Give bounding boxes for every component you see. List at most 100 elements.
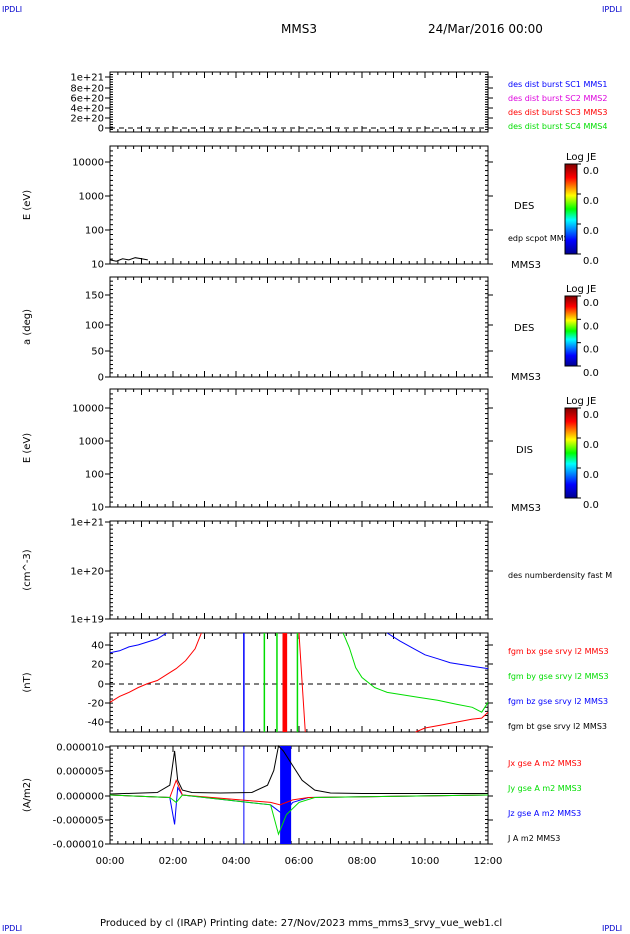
legend-entry: Jz gse A m2 MMS3 [507,809,581,818]
panel-sublabel: MMS3 [511,503,541,514]
colorbar-title: Log JE [566,396,596,407]
y-tick-label: -0.000010 [53,840,104,851]
spacecraft-title: MMS3 [281,22,317,36]
y-tick-label: 0 [98,373,104,384]
y-tick-label: 100 [85,470,104,481]
y-tick-label: 0.000010 [56,743,104,754]
legend-entry: des dist burst SC3 MMS3 [508,108,607,117]
colorbar [564,295,578,367]
legend-entry: des numberdensity fast M [508,571,612,580]
y-tick-label: 1e+20 [70,567,104,578]
fgm-series-line [298,632,306,733]
x-tick-label: 02:00 [159,856,188,867]
x-tick-label: 12:00 [474,856,503,867]
y-tick-label: 10 [91,503,104,514]
x-tick-label: 06:00 [285,856,314,867]
colorbar-title: Log JE [566,284,596,295]
current-series-line [109,778,489,806]
panel-label: DES [514,323,534,334]
colorbar-label: 0.0 [583,368,599,379]
y-tick-label: 150 [85,291,104,302]
y-axis-label: E (eV) [22,433,33,463]
colorbar [564,163,578,255]
y-axis-label: (A/m2) [22,778,33,812]
panel-label: DES [514,201,534,212]
legend-entry: fgm bt gse srvy l2 MMS3 [508,722,607,731]
y-tick-label: -20 [88,699,104,710]
legend-entry: Jy gse A m2 MMS3 [507,784,582,793]
panel-frame-5 [109,520,489,620]
current-series-line [109,794,489,836]
y-tick-label: 10000 [72,158,104,169]
legend-entry: fgm bz gse srvy l2 MMS3 [508,697,608,706]
y-tick-label: 0 [98,680,104,691]
y-axis-label: (nT) [22,672,33,692]
colorbar-label: 0.0 [583,500,599,511]
colorbar-label: 0.0 [583,321,599,332]
y-tick-label: 1e+19 [70,615,104,626]
panel-frame-3 [109,276,489,378]
y-axis-label: (cm^-3) [22,549,33,590]
x-tick-label: 00:00 [96,856,125,867]
y-tick-label: 2e+20 [70,114,104,125]
legend-entry: fgm by gse srvy l2 MMS3 [508,672,609,681]
x-tick-label: 10:00 [411,856,440,867]
y-tick-label: 0.000000 [56,792,104,803]
panel-sublabel: MMS3 [511,260,541,271]
colorbar-label: 0.0 [583,410,599,421]
panel-sublabel: MMS3 [511,372,541,383]
y-tick-label: 10000 [72,404,104,415]
colorbar-label: 0.0 [583,256,599,267]
y-tick-label: 1e+21 [70,73,104,84]
current-burst-band [280,746,292,844]
y-tick-label: -40 [88,718,104,729]
x-tick-label: 08:00 [348,856,377,867]
colorbar-label: 0.0 [583,345,599,356]
colorbar [564,407,578,499]
legend-entry: des dist burst SC2 MMS2 [508,94,607,103]
legend-entry: J A m2 MMS3 [507,834,560,843]
colorbar-label: 0.0 [583,440,599,451]
y-axis-label: a (deg) [22,309,33,345]
y-tick-label: 0 [98,124,104,135]
panel-frame-2 [109,145,489,265]
y-tick-label: 6e+20 [70,94,104,105]
fgm-series-line [386,632,489,670]
y-tick-label: 10 [91,260,104,271]
footer-credit: Produced by cl (IRAP) Printing date: 27/… [100,918,503,929]
y-tick-label: -0.000005 [53,816,104,827]
colorbar-label: 0.0 [583,298,599,309]
colorbar-title: Log JE [566,152,596,163]
legend-entry: Jx gse A m2 MMS3 [507,759,582,768]
fgm-series-line [415,711,489,733]
colorbar-label: 0.0 [583,166,599,177]
current-series-line [109,744,488,795]
y-tick-label: 100 [85,226,104,237]
panel-frame-7 [109,745,489,845]
event-band [283,633,287,732]
panel-frame-1 [109,71,489,133]
y-tick-label: 40 [91,641,104,652]
legend-entry: des dist burst SC1 MMS1 [508,80,607,89]
y-tick-label: 1000 [79,437,104,448]
corner-label-bottom-left: IPDLI [2,924,23,933]
scpot-series-line [109,257,148,262]
y-tick-label: 8e+20 [70,84,104,95]
y-tick-label: 20 [91,660,104,671]
y-tick-label: 50 [91,347,104,358]
corner-label-top-left: IPDLI [2,5,23,14]
y-tick-label: 4e+20 [70,104,104,115]
fgm-series-line [109,632,202,703]
y-tick-label: 1e+21 [70,518,104,529]
panel-frame-4 [109,388,489,508]
x-tick-label: 04:00 [222,856,251,867]
panel-frame-6 [109,632,489,733]
colorbar-label: 0.0 [583,226,599,237]
legend-entry: fgm bx gse srvy l2 MMS3 [508,647,609,656]
y-tick-label: 1000 [79,192,104,203]
legend-entry: des dist burst SC4 MMS4 [508,122,607,131]
corner-label-top-right: IPDLI [602,5,623,14]
y-tick-label: 0.000005 [56,767,104,778]
overlay-label: edp scpot MMS3 [508,234,574,243]
